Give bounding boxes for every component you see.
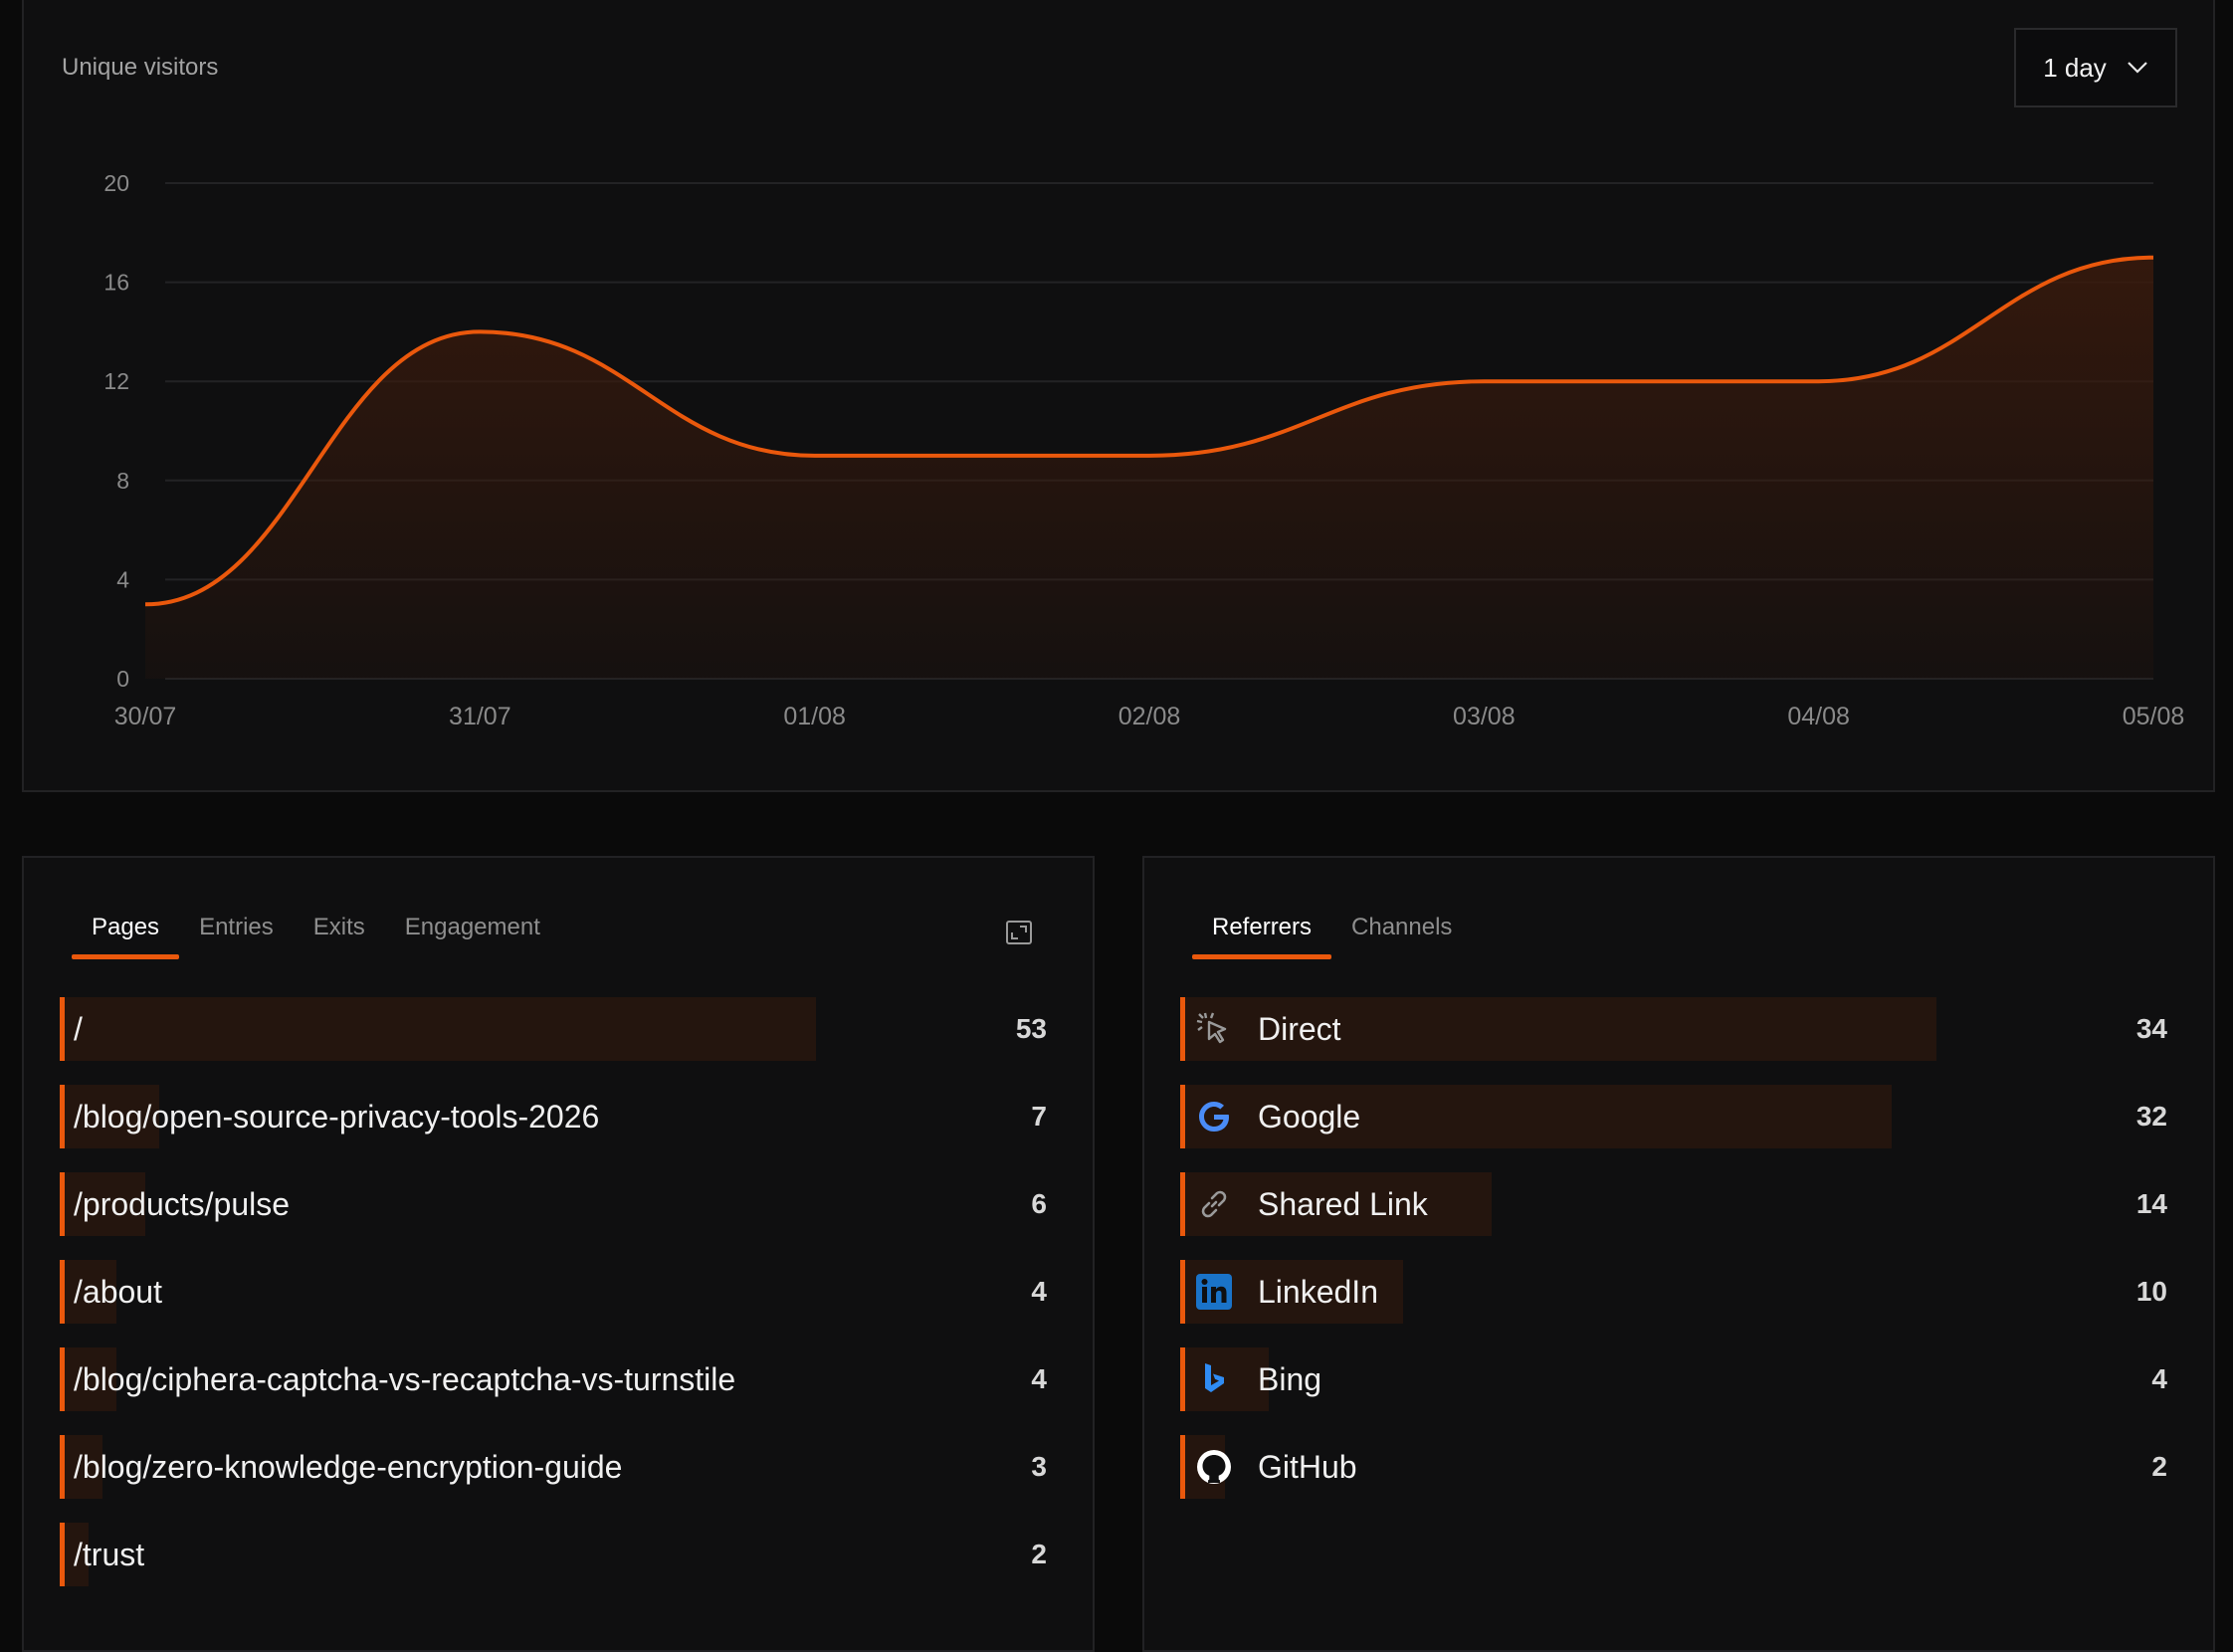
page-row-bar (60, 1347, 117, 1411)
google-icon (1194, 1097, 1234, 1136)
referrer-name: Direct (1258, 1010, 1341, 1047)
tab-referrers[interactable]: Referrers (1192, 914, 1332, 959)
tab-engagement[interactable]: Engagement (404, 914, 540, 940)
range-dropdown-value: 1 day (2043, 52, 2107, 83)
referrer-label: Direct (1194, 1009, 1341, 1049)
x-tick-label: 01/08 (783, 703, 846, 730)
tab-entries[interactable]: Entries (199, 914, 274, 940)
x-tick-label: 02/08 (1118, 703, 1181, 730)
y-tick-label: 8 (116, 468, 129, 494)
page-row[interactable]: /about 4 (60, 1260, 1047, 1324)
page-row[interactable]: /blog/ciphera-captcha-vs-recaptcha-vs-tu… (60, 1347, 1047, 1411)
linkedin-icon (1194, 1272, 1234, 1312)
referrer-name: Shared Link (1258, 1185, 1428, 1222)
page-path: /trust (74, 1536, 145, 1572)
referrer-row[interactable]: LinkedIn 10 (1180, 1260, 2167, 1324)
referrer-row-bar (1180, 1347, 1270, 1411)
bing-icon (1194, 1359, 1234, 1399)
page-row-bar (60, 1435, 103, 1499)
referrer-name: GitHub (1258, 1448, 1357, 1485)
page-path: /blog/ciphera-captcha-vs-recaptcha-vs-tu… (74, 1360, 736, 1397)
page-count: 4 (1031, 1363, 1047, 1394)
referrer-count: 4 (2151, 1363, 2167, 1394)
referrer-name: LinkedIn (1258, 1273, 1378, 1310)
pages-panel: Pages Entries Exits Engagement / 53/blog/… (22, 856, 1095, 1652)
x-tick-label: 03/08 (1453, 703, 1516, 730)
referrer-count: 14 (2135, 1188, 2167, 1219)
page-row[interactable]: /blog/zero-knowledge-encryption-guide 3 (60, 1435, 1047, 1499)
referrers-tabs: Referrers Channels (1192, 914, 1472, 959)
referrer-count: 32 (2135, 1101, 2167, 1132)
referrer-row-bar (1180, 997, 1936, 1061)
x-tick-label: 31/07 (449, 703, 511, 730)
tab-channels[interactable]: Channels (1351, 914, 1453, 940)
series-area (145, 257, 2153, 679)
pages-list: / 53/blog/open-source-privacy-tools-2026 7… (60, 997, 1047, 1610)
page-count: 3 (1031, 1451, 1047, 1482)
visitors-area-chart: 0 4 8 12 16 20 30/07 31/07 01/08 02/08 03/08 04/08 0… (103, 170, 2185, 730)
referrer-count: 2 (2151, 1451, 2167, 1482)
page-row-bar (60, 1172, 146, 1236)
tab-exits[interactable]: Exits (312, 914, 365, 940)
page-path: /blog/open-source-privacy-tools-2026 (74, 1098, 600, 1135)
page-row-bar (60, 1260, 117, 1324)
page-count: 2 (1031, 1539, 1047, 1569)
page-count: 7 (1031, 1101, 1047, 1132)
referrer-row[interactable]: Google 32 (1180, 1085, 2167, 1148)
page-count: 4 (1031, 1276, 1047, 1307)
chart-title: Unique visitors (62, 54, 219, 81)
referrer-row[interactable]: Bing 4 (1180, 1347, 2167, 1411)
referrer-count: 34 (2135, 1013, 2167, 1044)
x-tick-label: 05/08 (2123, 703, 2185, 730)
page-row-bar (60, 1085, 160, 1148)
chevron-down-icon (2128, 62, 2147, 74)
visitors-chart-panel: 0 4 8 12 16 20 30/07 31/07 01/08 02/08 03/08 04/08 0… (22, 0, 2215, 792)
referrer-row[interactable]: GitHub 2 (1180, 1435, 2167, 1499)
x-tick-label: 04/08 (1787, 703, 1850, 730)
referrer-name: Google (1258, 1098, 1361, 1135)
page-row[interactable]: /blog/open-source-privacy-tools-2026 7 (60, 1085, 1047, 1148)
tab-pages[interactable]: Pages (72, 914, 180, 959)
link-icon (1194, 1184, 1234, 1224)
range-dropdown[interactable]: 1 day (2014, 28, 2177, 107)
referrer-label: Google (1194, 1097, 1360, 1136)
page-row-bar (60, 997, 816, 1061)
cursor-click-icon (1194, 1009, 1234, 1049)
referrer-row[interactable]: Direct 34 (1180, 997, 2167, 1061)
referrers-panel: Referrers Channels Direct 34 Google 32 Share… (1142, 856, 2215, 1652)
referrer-name: Bing (1258, 1360, 1322, 1397)
page-count: 53 (1015, 1013, 1047, 1044)
page-path: /products/pulse (74, 1185, 291, 1222)
x-tick-label: 30/07 (114, 703, 177, 730)
page-path: /blog/zero-knowledge-encryption-guide (74, 1448, 623, 1485)
page-path: /about (74, 1273, 162, 1310)
referrer-row-bar (1180, 1172, 1492, 1236)
referrer-label: Shared Link (1194, 1184, 1428, 1224)
y-tick-label: 16 (103, 270, 129, 296)
expand-icon[interactable] (1005, 920, 1033, 945)
page-row[interactable]: /products/pulse 6 (60, 1172, 1047, 1236)
referrer-count: 10 (2135, 1276, 2167, 1307)
y-tick-label: 20 (103, 170, 129, 196)
series-line (144, 255, 2154, 607)
page-path: / (74, 1010, 83, 1047)
referrer-label: Bing (1194, 1359, 1321, 1399)
github-icon (1194, 1447, 1234, 1487)
page-row[interactable]: /trust 2 (60, 1523, 1047, 1586)
y-tick-label: 0 (116, 666, 129, 692)
page-count: 6 (1031, 1188, 1047, 1219)
referrer-label: GitHub (1194, 1447, 1357, 1487)
page-row-bar (60, 1523, 89, 1586)
referrers-list: Direct 34 Google 32 Shared Link 14 LinkedIn 10 B… (1180, 997, 2167, 1523)
y-tick-label: 12 (103, 368, 129, 394)
pages-tabs: Pages Entries Exits Engagement (72, 914, 560, 959)
y-tick-label: 4 (116, 566, 129, 592)
referrer-row[interactable]: Shared Link 14 (1180, 1172, 2167, 1236)
referrer-row-bar (1180, 1085, 1893, 1148)
referrer-label: LinkedIn (1194, 1272, 1378, 1312)
page-row[interactable]: / 53 (60, 997, 1047, 1061)
